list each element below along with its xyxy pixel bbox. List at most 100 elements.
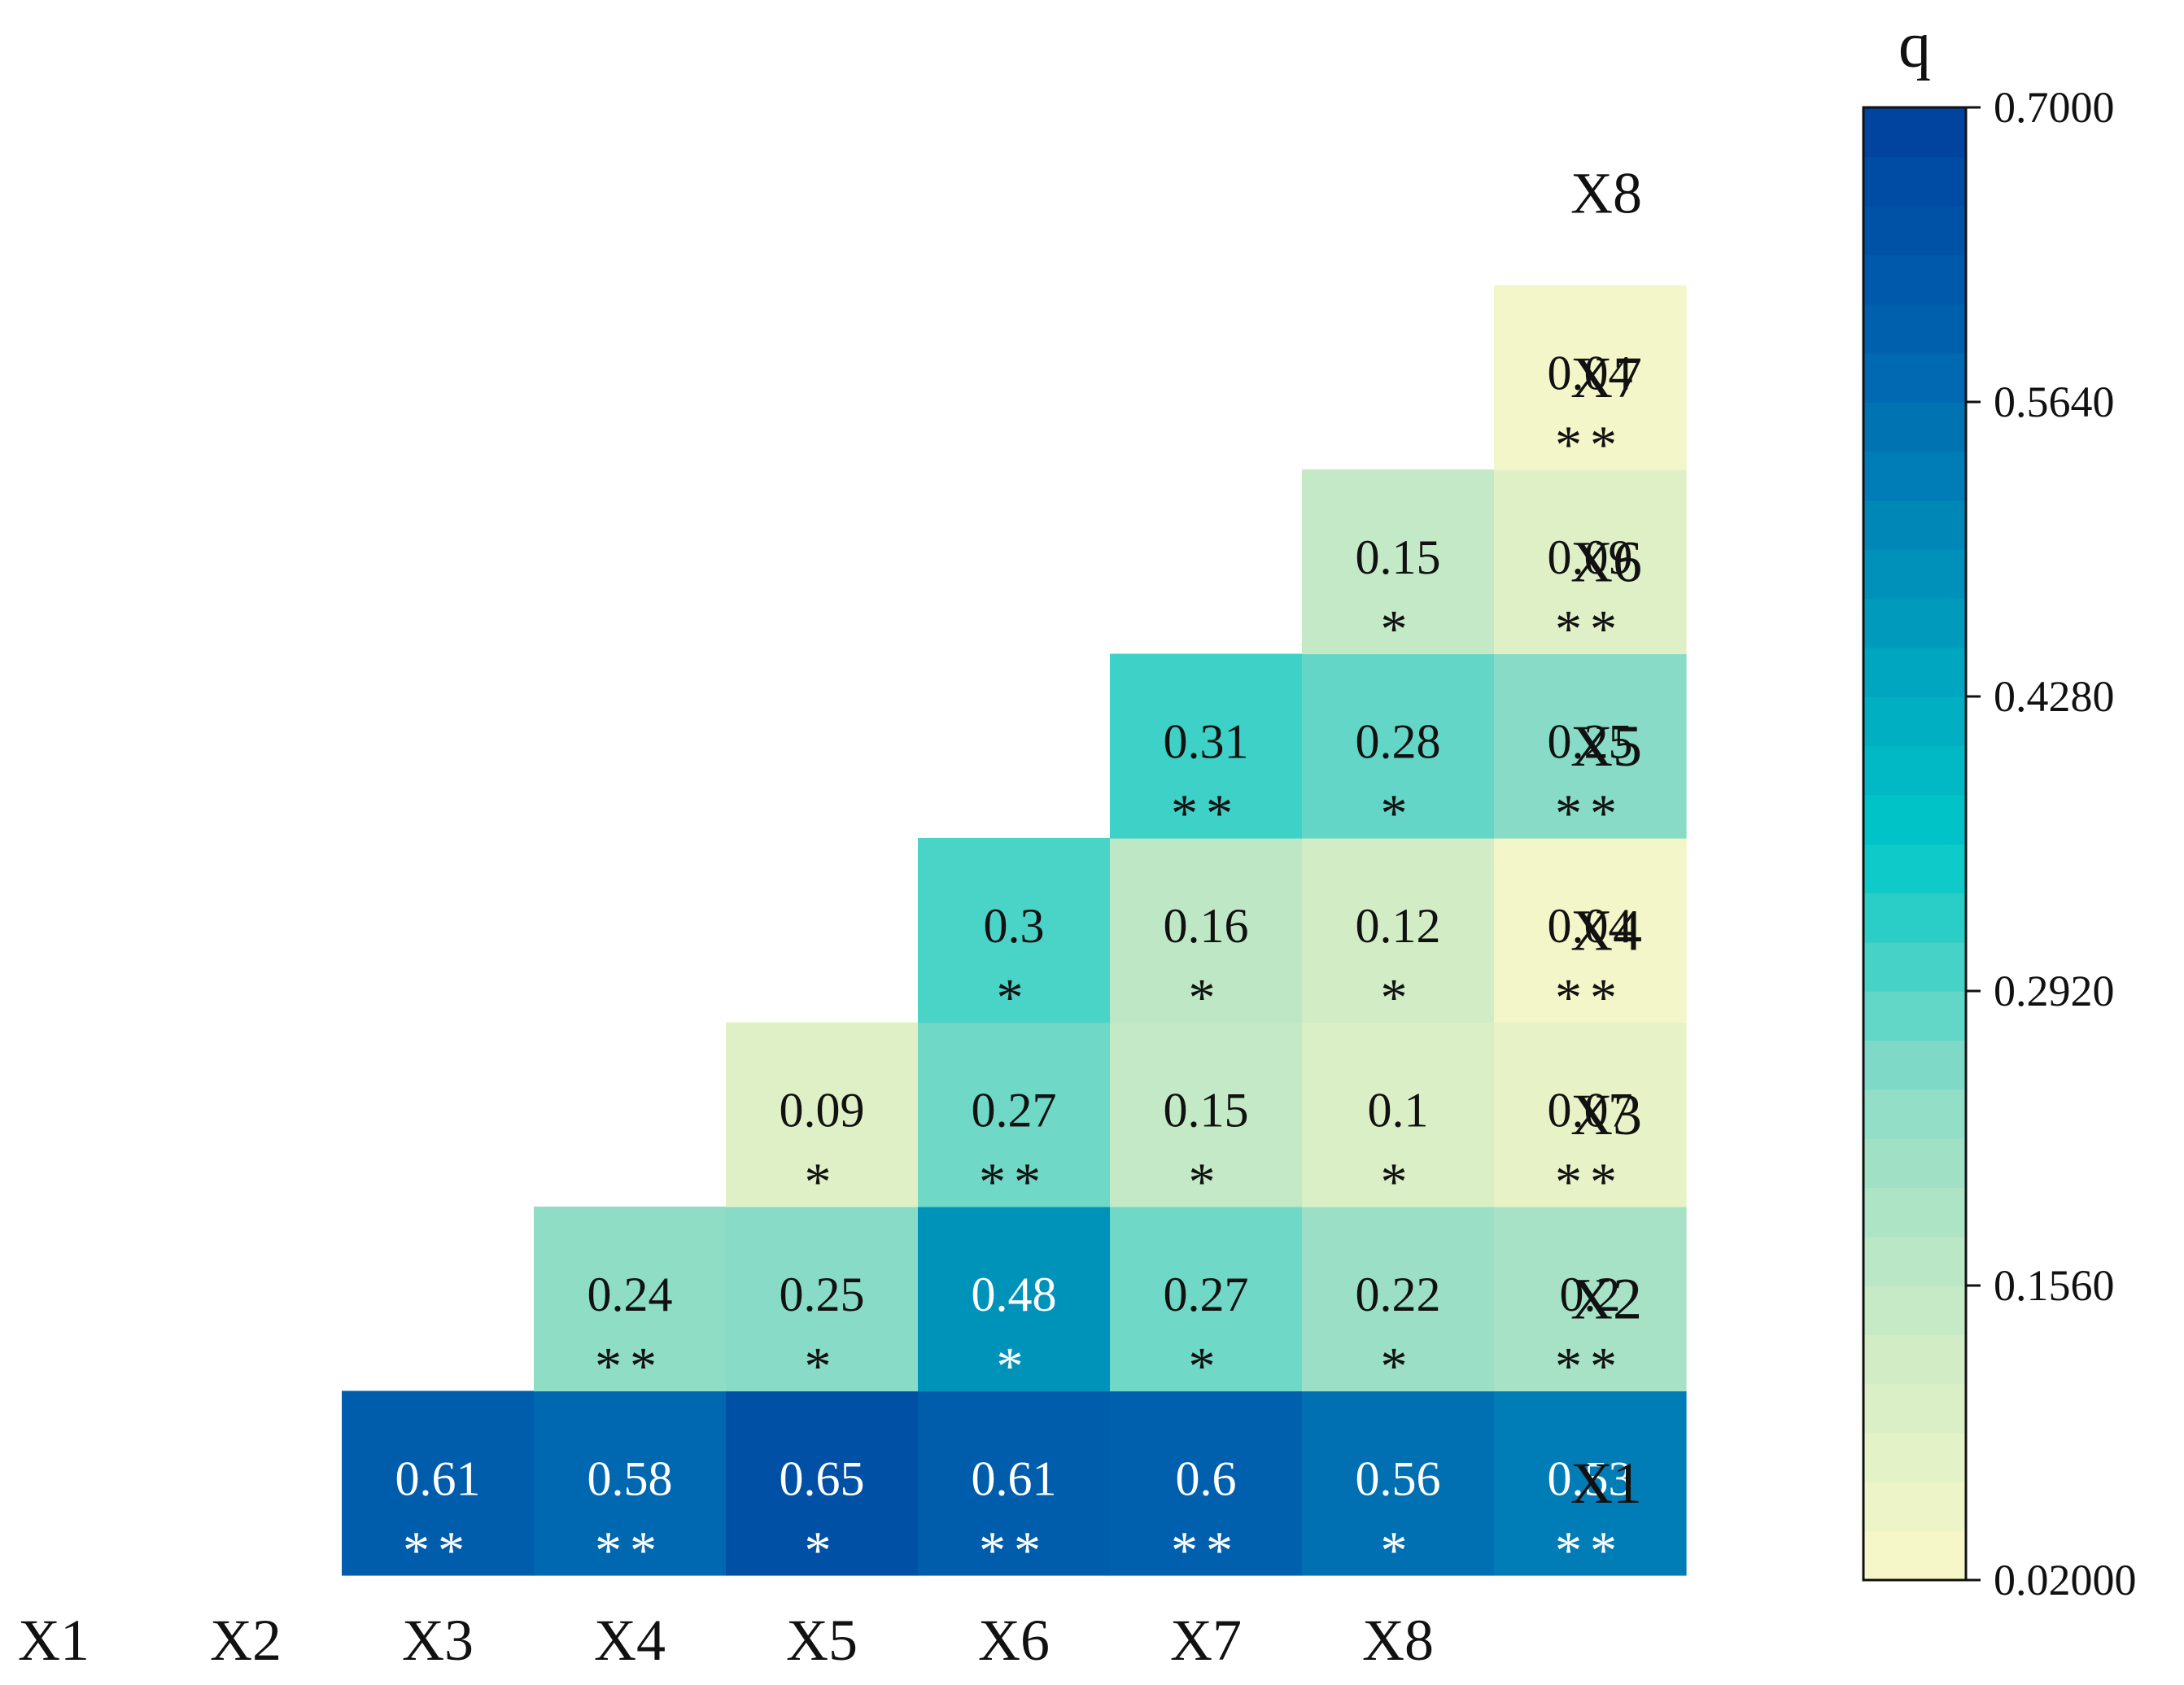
colorbar-band	[1863, 794, 1966, 845]
cell-significance-label: *	[1189, 1337, 1224, 1396]
colorbar-band	[1863, 1286, 1966, 1336]
heatmap-cell-X1-X3: 0.58 **	[534, 1390, 727, 1581]
colorbar-band	[1863, 745, 1966, 796]
cell-rect	[1110, 1022, 1303, 1207]
heatmap-cell-X4-X7: 0.12 *	[1302, 838, 1495, 1028]
y-tick-label-X2: X2	[1570, 1266, 1642, 1331]
cell-rect	[918, 1022, 1111, 1207]
cell-value-label: 0.25	[780, 1268, 865, 1321]
cell-significance-label: *	[805, 1337, 840, 1396]
cell-value-label: 0.04	[1548, 899, 1633, 953]
colorbar-frame	[1862, 106, 1968, 1582]
cell-significance-label: **	[1555, 416, 1625, 475]
heatmap-cell-X3-X6: 0.15 *	[1110, 1022, 1303, 1212]
colorbar-tick-label: 0.5640	[1994, 378, 2115, 426]
y-tick-label-X4: X4	[1570, 897, 1642, 963]
cell-rect	[1302, 469, 1495, 655]
cell-significance-label: **	[1555, 600, 1625, 659]
cell-value-label: 0.2	[1560, 1268, 1621, 1321]
heatmap-cell-X4-X5: 0.3 *	[918, 838, 1111, 1028]
colorbar-band	[1863, 1040, 1966, 1090]
cell-value-label: 0.09	[1548, 530, 1633, 584]
x-tick-label-X3: X3	[402, 1608, 474, 1673]
cell-rect	[1302, 1390, 1495, 1576]
colorbar-tick-label: 0.7000	[1994, 83, 2115, 132]
colorbar-band	[1863, 451, 1966, 501]
cell-rect	[726, 1390, 919, 1576]
y-axis-labels: X8 X7 X6 X5 X4 X3 X2 X1	[1570, 160, 1642, 1516]
cell-significance-label: **	[595, 1337, 665, 1396]
cell-value-label: 0.53	[1548, 1452, 1633, 1506]
cell-significance-label: *	[1189, 968, 1224, 1028]
cell-significance-label: **	[403, 1521, 473, 1581]
heatmap-cell-X5-X6: 0.31 **	[1110, 653, 1303, 844]
x-tick-label-X4: X4	[594, 1608, 666, 1673]
heatmap-cell-X1-X7: 0.56 *	[1302, 1390, 1495, 1581]
cell-significance-label: **	[1555, 1153, 1625, 1212]
cell-value-label: 0.3	[984, 899, 1045, 953]
cell-value-label: 0.27	[972, 1084, 1057, 1137]
cell-rect	[1110, 838, 1303, 1024]
heatmap-cells: 0.61**0.58**0.65*0.61**0.6**0.56*0.53**0…	[342, 285, 1687, 1581]
cell-significance-label: *	[1189, 1153, 1224, 1212]
cell-significance-label: **	[1171, 1521, 1241, 1581]
cell-rect	[1494, 469, 1687, 655]
cell-value-label: 0.22	[1356, 1268, 1441, 1321]
cell-value-label: 0.07	[1548, 1084, 1633, 1137]
heatmap-cell-X7-X8: 0.04 **	[1494, 285, 1687, 475]
colorbar-band	[1863, 402, 1966, 452]
cell-significance-label: *	[805, 1521, 840, 1581]
colorbar-tick-label: 0.2920	[1994, 967, 2115, 1015]
colorbar-band	[1863, 156, 1966, 207]
cell-value-label: 0.15	[1356, 530, 1441, 584]
cell-rect	[918, 838, 1111, 1024]
cell-significance-label: *	[1381, 1521, 1416, 1581]
cell-value-label: 0.58	[587, 1452, 673, 1506]
colorbar-band	[1863, 1334, 1966, 1385]
x-tick-label-X5: X5	[786, 1608, 858, 1673]
cell-value-label: 0.31	[1164, 715, 1249, 769]
heatmap-cell-X3-X7: 0.1 *	[1302, 1022, 1495, 1212]
colorbar-tick-label: 0.1560	[1994, 1261, 2115, 1310]
colorbar-band	[1863, 844, 1966, 894]
cell-significance-label: **	[1555, 1521, 1625, 1581]
heatmap-cell-X3-X5: 0.27 **	[918, 1022, 1111, 1212]
cell-rect	[1302, 838, 1495, 1024]
cell-significance-label: **	[1555, 1337, 1625, 1396]
cell-rect	[1110, 1207, 1303, 1392]
colorbar: 0.7000 0.5640 0.4280 0.2920 0.1560 0.02000 q	[1862, 10, 2137, 1604]
heatmap-cell-X4-X8: 0.04 **	[1494, 838, 1687, 1028]
cell-value-label: 0.61	[972, 1452, 1057, 1506]
colorbar-band	[1863, 1383, 1966, 1434]
x-tick-label-X8: X8	[1362, 1608, 1434, 1673]
heatmap-cell-X4-X6: 0.16 *	[1110, 838, 1303, 1028]
cell-rect	[1494, 1022, 1687, 1207]
heatmap-cell-X1-X2: 0.61 **	[342, 1390, 535, 1581]
heatmap-cell-X2-X8: 0.2 **	[1494, 1207, 1687, 1396]
cell-rect	[726, 1022, 919, 1207]
x-tick-label-X6: X6	[978, 1608, 1050, 1673]
y-tick-label-X5: X5	[1570, 714, 1642, 779]
heatmap-cell-X1-X8: 0.53 **	[1494, 1390, 1687, 1581]
colorbar-band	[1863, 1138, 1966, 1189]
cell-rect	[1110, 1390, 1303, 1576]
colorbar-band	[1863, 941, 1966, 992]
x-tick-label-X2: X2	[210, 1608, 282, 1673]
cell-significance-label: *	[805, 1153, 840, 1212]
colorbar-band	[1863, 1530, 1966, 1581]
x-axis-labels: X1 X2 X3 X4 X5 X6 X7 X8	[18, 1608, 1434, 1673]
cell-value-label: 0.27	[1164, 1268, 1249, 1321]
cell-rect	[1302, 653, 1495, 839]
heatmap-cell-X5-X8: 0.25 **	[1494, 653, 1687, 844]
cell-value-label: 0.04	[1548, 347, 1633, 400]
cell-rect	[1302, 1022, 1495, 1207]
colorbar-band	[1863, 1187, 1966, 1238]
cell-significance-label: **	[1555, 784, 1625, 844]
cell-rect	[534, 1207, 727, 1392]
colorbar-band	[1863, 549, 1966, 600]
y-tick-label-X1: X1	[1570, 1451, 1642, 1516]
cell-significance-label: *	[1381, 1337, 1416, 1396]
cell-significance-label: *	[1381, 1153, 1416, 1212]
heatmap-cell-X2-X4: 0.25 *	[726, 1207, 919, 1396]
